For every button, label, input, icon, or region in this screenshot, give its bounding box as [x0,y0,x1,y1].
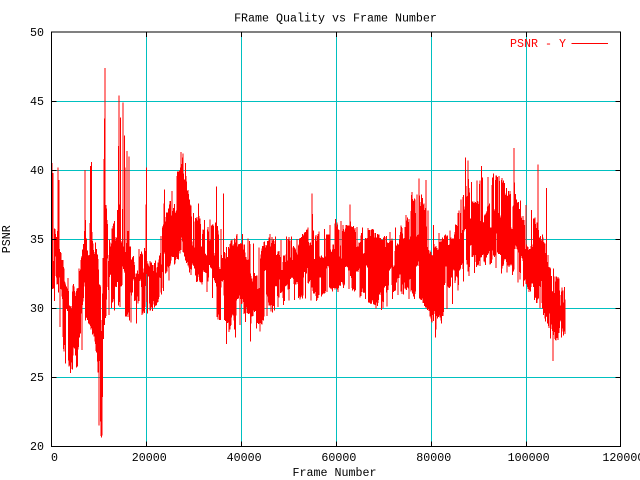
svg-text:25: 25 [30,371,44,385]
svg-text:50: 50 [30,26,44,40]
svg-text:0: 0 [51,451,58,465]
svg-text:FRame Quality vs Frame Number: FRame Quality vs Frame Number [234,12,437,26]
svg-text:20000: 20000 [132,451,167,465]
svg-text:60000: 60000 [321,451,356,465]
svg-text:Frame Number: Frame Number [293,466,377,480]
svg-text:PSNR: PSNR [0,225,14,253]
svg-text:PSNR - Y: PSNR - Y [510,37,566,51]
svg-text:30: 30 [30,302,44,316]
svg-text:45: 45 [30,95,44,109]
svg-text:80000: 80000 [416,451,451,465]
svg-text:20: 20 [30,440,44,454]
svg-text:100000: 100000 [508,451,550,465]
svg-text:35: 35 [30,233,44,247]
svg-text:40000: 40000 [227,451,262,465]
svg-text:40: 40 [30,164,44,178]
svg-text:120000: 120000 [602,451,640,465]
